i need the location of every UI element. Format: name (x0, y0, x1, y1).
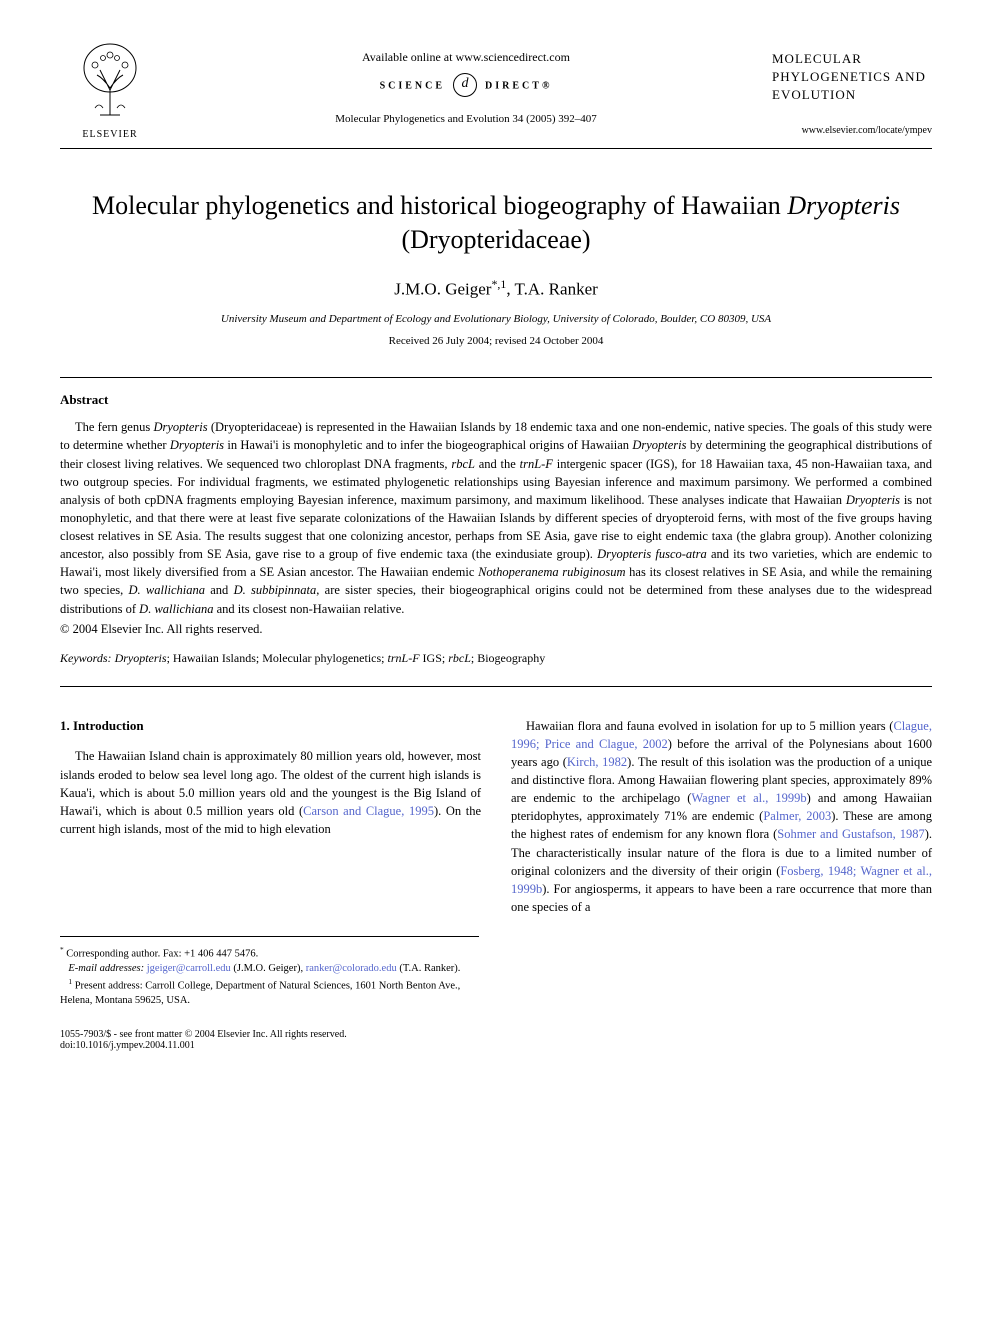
introduction-heading: 1. Introduction (60, 717, 481, 736)
email-label: E-mail addresses: (68, 963, 144, 974)
header-divider (60, 148, 932, 149)
asterisk-icon: * (60, 945, 64, 954)
body-columns: 1. Introduction The Hawaiian Island chai… (60, 717, 932, 916)
journal-name: MOLECULAR PHYLOGENETICS AND EVOLUTION (772, 50, 932, 105)
affiliation: University Museum and Department of Ecol… (60, 313, 932, 325)
column-right: Hawaiian flora and fauna evolved in isol… (511, 717, 932, 916)
citation-link[interactable]: Wagner et al., 1999b (691, 791, 806, 805)
email-name-2: (T.A. Ranker). (399, 963, 460, 974)
authors: J.M.O. Geiger*,1, T.A. Ranker (60, 277, 932, 300)
header-center: Available online at www.sciencedirect.co… (160, 40, 772, 125)
footnote-1-icon: 1 (68, 977, 72, 986)
journal-reference: Molecular Phylogenetics and Evolution 34… (160, 113, 772, 125)
sd-circle-icon (453, 73, 477, 97)
corresponding-author-note: * Corresponding author. Fax: +1 406 447 … (60, 945, 479, 962)
publisher-logo-block: ELSEVIER (60, 40, 160, 140)
sd-text-right: DIRECT® (485, 81, 552, 92)
footer-metadata: 1055-7903/$ - see front matter © 2004 El… (60, 1029, 932, 1051)
present-address-note: 1 Present address: Carroll College, Depa… (60, 977, 479, 1009)
email-link-1[interactable]: jgeiger@carroll.edu (147, 963, 231, 974)
title-suffix: (Dryopteridaceae) (401, 225, 590, 254)
keywords: Keywords: Dryopteris; Hawaiian Islands; … (60, 651, 932, 666)
issn-line: 1055-7903/$ - see front matter © 2004 El… (60, 1029, 932, 1040)
page-header: ELSEVIER Available online at www.science… (60, 40, 932, 140)
article-dates: Received 26 July 2004; revised 24 Octobe… (60, 335, 932, 347)
doi-line: doi:10.1016/j.ympev.2004.11.001 (60, 1040, 932, 1051)
copyright-line: © 2004 Elsevier Inc. All rights reserved… (60, 622, 932, 637)
citation-link[interactable]: Palmer, 2003 (763, 809, 831, 823)
abstract-text: The fern genus Dryopteris (Dryopteridace… (60, 418, 932, 617)
title-prefix: Molecular phylogenetics and historical b… (92, 191, 787, 220)
keywords-label: Keywords: (60, 651, 115, 665)
intro-paragraph-1-continued: Hawaiian flora and fauna evolved in isol… (511, 717, 932, 916)
sd-text-left: SCIENCE (380, 81, 445, 92)
citation-link[interactable]: Kirch, 1982 (567, 755, 627, 769)
column-left: 1. Introduction The Hawaiian Island chai… (60, 717, 481, 916)
footnotes: * Corresponding author. Fax: +1 406 447 … (60, 936, 479, 1009)
science-direct-logo: SCIENCE DIRECT® (160, 73, 772, 97)
available-online-text: Available online at www.sciencedirect.co… (160, 50, 772, 65)
citation-link[interactable]: Sohmer and Gustafson, 1987 (777, 827, 924, 841)
abstract-bottom-divider (60, 686, 932, 687)
intro-paragraph-1: The Hawaiian Island chain is approximate… (60, 747, 481, 838)
publisher-name: ELSEVIER (60, 129, 160, 140)
citation-link[interactable]: Carson and Clague, 1995 (303, 804, 434, 818)
elsevier-tree-icon (75, 40, 145, 120)
header-right: MOLECULAR PHYLOGENETICS AND EVOLUTION ww… (772, 40, 932, 136)
keywords-text: Dryopteris; Hawaiian Islands; Molecular … (115, 651, 546, 665)
email-addresses-note: E-mail addresses: jgeiger@carroll.edu (J… (60, 962, 479, 977)
title-genus: Dryopteris (787, 191, 900, 220)
abstract-heading: Abstract (60, 392, 932, 408)
email-name-1: (J.M.O. Geiger), (233, 963, 303, 974)
journal-url: www.elsevier.com/locate/ympev (772, 125, 932, 136)
abstract-top-divider (60, 377, 932, 378)
email-link-2[interactable]: ranker@colorado.edu (306, 963, 397, 974)
article-title: Molecular phylogenetics and historical b… (80, 189, 912, 257)
